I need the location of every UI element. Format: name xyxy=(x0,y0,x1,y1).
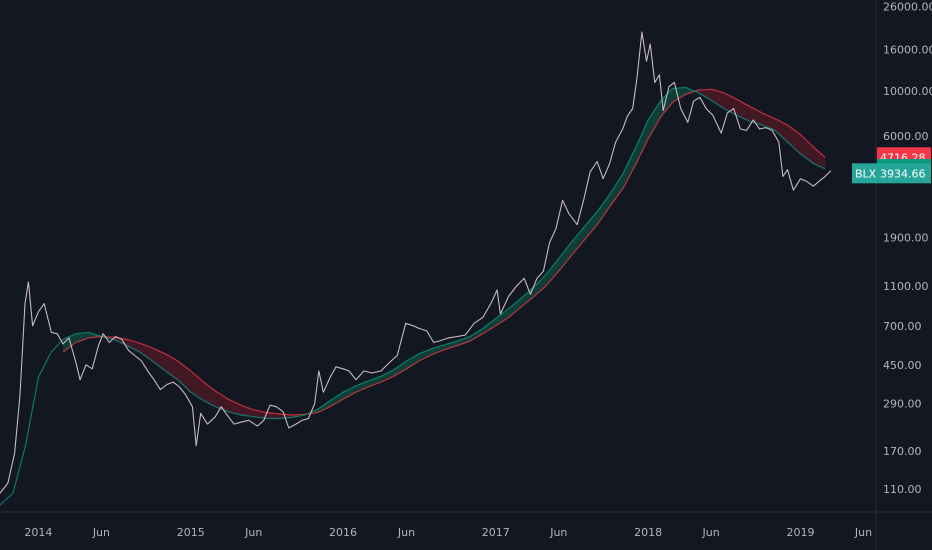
ma-cloud-segment xyxy=(698,89,826,169)
time-tick-label: 2016 xyxy=(329,526,357,539)
moving-average-slow-line[interactable] xyxy=(62,88,826,416)
price-tick-label: 6000.00 xyxy=(883,130,929,143)
symbol-tag-box xyxy=(852,163,877,184)
time-tick-label: Jun xyxy=(549,526,567,539)
price-tick-label: 10000.00 xyxy=(883,85,932,98)
time-tick-label: Jun xyxy=(92,526,110,539)
price-tick-label: 170.00 xyxy=(883,445,922,458)
price-line[interactable] xyxy=(0,31,832,494)
price-tick-label: 16000.00 xyxy=(883,43,932,56)
time-tick-label: 2017 xyxy=(482,526,510,539)
time-tick-label: 2014 xyxy=(24,526,52,539)
time-tick-label: Jun xyxy=(854,526,872,539)
price-tick-label: 450.00 xyxy=(883,359,922,372)
time-tick-label: Jun xyxy=(244,526,262,539)
price-tick-label: 700.00 xyxy=(883,320,922,333)
price-axis[interactable]: 26000.00 16000.00 10000.00 6000.00 1900.00 11… xyxy=(875,0,932,550)
price-tick-label: 26000.00 xyxy=(883,1,932,14)
ma-cloud-segment xyxy=(105,336,309,419)
time-tick-label: Jun xyxy=(702,526,720,539)
price-tick-label: 1900.00 xyxy=(883,232,929,245)
moving-average-fast-line[interactable] xyxy=(0,86,826,506)
time-tick-label: Jun xyxy=(397,526,415,539)
time-tick-label: 2015 xyxy=(177,526,205,539)
time-axis[interactable]: 2014 Jun 2015 Jun 2016 Jun 2017 Jun 2018 Jun 2019 J… xyxy=(0,511,932,539)
price-label-box xyxy=(877,163,931,184)
price-tick-label: 110.00 xyxy=(883,483,922,496)
time-tick-label: 2019 xyxy=(786,526,814,539)
price-tick-label: 290.00 xyxy=(883,398,922,411)
symbol-tag-label: BLX xyxy=(855,167,877,180)
time-tick-label: 2018 xyxy=(634,526,662,539)
price-tick-label: 1100.00 xyxy=(883,280,929,293)
price-label-value: 3934.66 xyxy=(880,167,926,180)
plot-area[interactable] xyxy=(0,31,832,506)
